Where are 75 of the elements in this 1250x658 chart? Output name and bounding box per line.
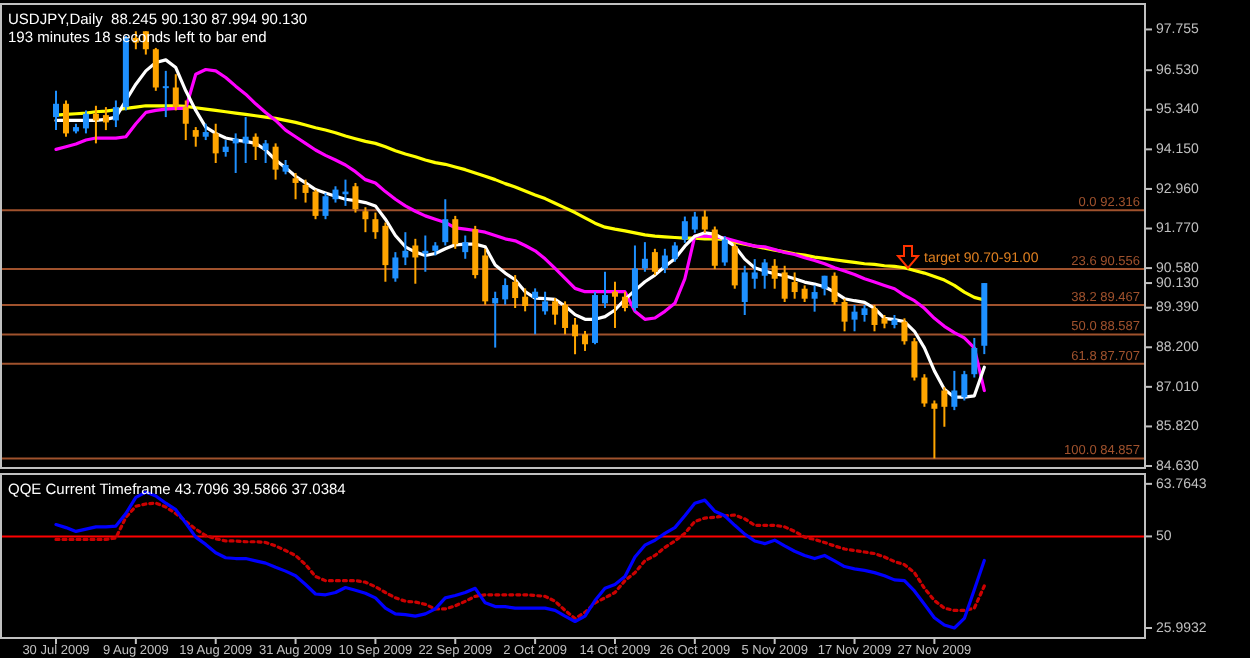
candlestick <box>92 104 99 145</box>
candlestick <box>252 132 259 161</box>
candlestick <box>82 109 89 135</box>
candlestick <box>711 225 718 271</box>
candlestick <box>312 188 319 221</box>
candlestick <box>901 317 908 346</box>
candlestick <box>931 399 938 460</box>
candlestick <box>971 336 978 379</box>
candlestick <box>552 297 559 326</box>
candlestick <box>522 287 529 313</box>
candlestick <box>641 241 648 273</box>
candlestick <box>362 206 369 234</box>
candlestick <box>502 277 509 306</box>
candlestick <box>771 258 778 290</box>
candlestick <box>701 209 708 234</box>
candlestick <box>562 300 569 336</box>
candlestick <box>961 369 968 402</box>
candlestick <box>292 171 299 201</box>
candlestick <box>681 215 688 244</box>
candlestick <box>382 221 389 283</box>
candlestick <box>112 99 119 129</box>
candlestick <box>582 329 589 352</box>
candlestick <box>731 241 738 290</box>
candlestick <box>462 234 469 260</box>
candlestick <box>661 247 668 275</box>
candlestick <box>721 235 728 267</box>
candlestick <box>172 73 179 112</box>
candlestick <box>811 284 818 313</box>
candlestick <box>512 274 519 310</box>
candlestick <box>841 297 848 333</box>
candlestick <box>651 247 658 277</box>
candlestick <box>611 280 618 329</box>
candlestick <box>851 304 858 333</box>
candlestick <box>781 264 788 304</box>
candlestick <box>741 264 748 316</box>
candlestick <box>572 316 579 356</box>
candlestick <box>212 122 219 164</box>
candlestick <box>102 106 109 132</box>
candlestick <box>601 270 608 310</box>
candlestick <box>911 336 918 382</box>
candlestick <box>831 271 838 307</box>
candlestick <box>372 211 379 240</box>
candlestick <box>482 247 489 306</box>
candlestick <box>242 116 249 164</box>
candlestick <box>592 290 599 346</box>
candlestick <box>262 139 269 164</box>
candlestick <box>871 304 878 333</box>
candlestick <box>412 237 419 285</box>
candlestick <box>302 178 309 204</box>
candlestick <box>53 89 59 132</box>
candlestick <box>272 142 279 181</box>
candlestick <box>162 69 169 119</box>
candlestick <box>951 369 958 412</box>
candlestick <box>352 181 359 214</box>
candlestick <box>621 290 628 313</box>
candlestick <box>182 99 189 142</box>
candlestick <box>631 244 638 313</box>
candlestick <box>542 290 549 316</box>
candlestick <box>392 251 399 283</box>
candlestick <box>921 373 928 408</box>
candlestick <box>671 241 678 263</box>
candlestick <box>751 258 758 290</box>
candlestick <box>532 287 539 336</box>
candlestick <box>152 46 159 92</box>
candlestick <box>192 126 199 148</box>
candlestick <box>691 210 698 234</box>
candlestick <box>442 198 449 247</box>
candlestick <box>402 231 409 267</box>
candlestick <box>452 214 459 250</box>
candlestick <box>62 99 69 138</box>
candlestick <box>761 258 768 290</box>
candlestick <box>492 290 499 349</box>
candlestick <box>791 271 798 300</box>
candlestick <box>941 386 948 428</box>
candlestick <box>472 224 479 280</box>
